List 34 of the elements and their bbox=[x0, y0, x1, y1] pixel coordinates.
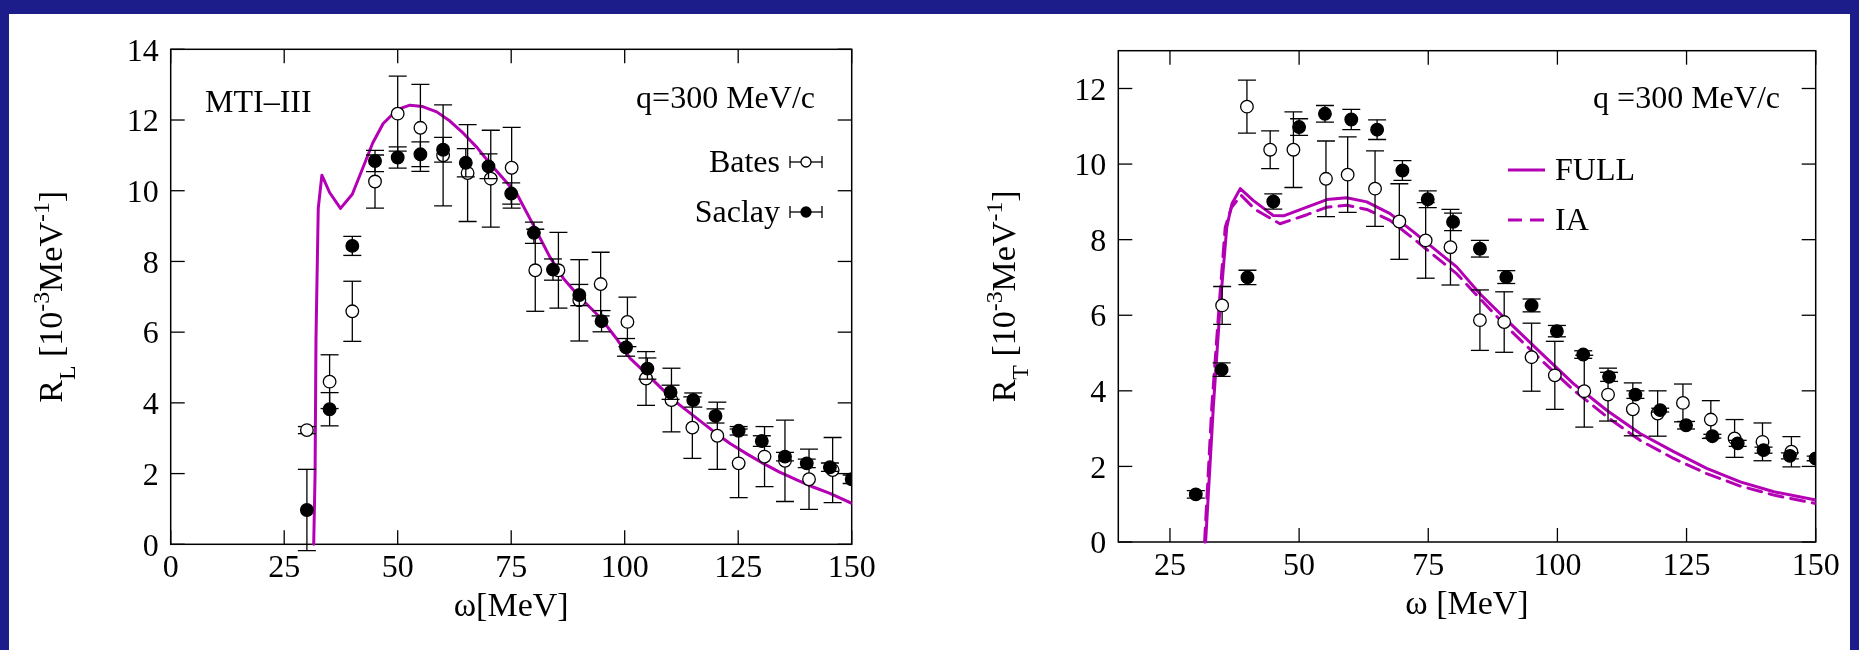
legend-label: Saclay bbox=[694, 193, 780, 229]
x-tick-label: 150 bbox=[1791, 546, 1840, 582]
y-tick-label: 4 bbox=[142, 385, 159, 422]
x-tick-label: 50 bbox=[1283, 546, 1316, 582]
y-tick-label: 8 bbox=[1090, 221, 1107, 258]
legend-label: FULL bbox=[1555, 151, 1635, 187]
annotation: MTI–III bbox=[205, 83, 312, 119]
annotation: q =300 MeV/c bbox=[1593, 79, 1780, 115]
y-tick-label: 10 bbox=[126, 172, 159, 209]
x-axis-title: ω [MeV] bbox=[1405, 584, 1529, 621]
y-tick-label: 2 bbox=[1090, 448, 1107, 485]
annotation: q=300 MeV/c bbox=[636, 79, 815, 115]
y-tick-label: 2 bbox=[142, 455, 159, 492]
x-tick-label: 150 bbox=[827, 548, 876, 585]
x-tick-label: 125 bbox=[714, 548, 763, 585]
x-tick-label: 125 bbox=[1662, 546, 1711, 582]
x-tick-label: 25 bbox=[1153, 546, 1186, 582]
y-tick-label: 12 bbox=[1074, 70, 1107, 107]
x-tick-label: 50 bbox=[381, 548, 414, 585]
y-tick-label: 10 bbox=[1074, 146, 1107, 183]
y-tick-label: 12 bbox=[126, 102, 159, 139]
x-tick-label: 75 bbox=[1412, 546, 1445, 582]
legend-label: Bates bbox=[708, 143, 780, 179]
y-tick-label: 6 bbox=[142, 314, 159, 351]
x-tick-label: 75 bbox=[495, 548, 528, 585]
x-tick-label: 25 bbox=[268, 548, 301, 585]
x-tick-label: 100 bbox=[600, 548, 649, 585]
y-tick-label: 6 bbox=[1090, 297, 1107, 334]
y-tick-label: 8 bbox=[142, 243, 159, 280]
y-tick-label: 14 bbox=[126, 31, 159, 68]
legend-label: IA bbox=[1555, 201, 1589, 237]
x-axis-title: ω[MeV] bbox=[453, 586, 569, 624]
y-tick-label: 4 bbox=[1090, 373, 1107, 410]
x-tick-label: 100 bbox=[1533, 546, 1582, 582]
